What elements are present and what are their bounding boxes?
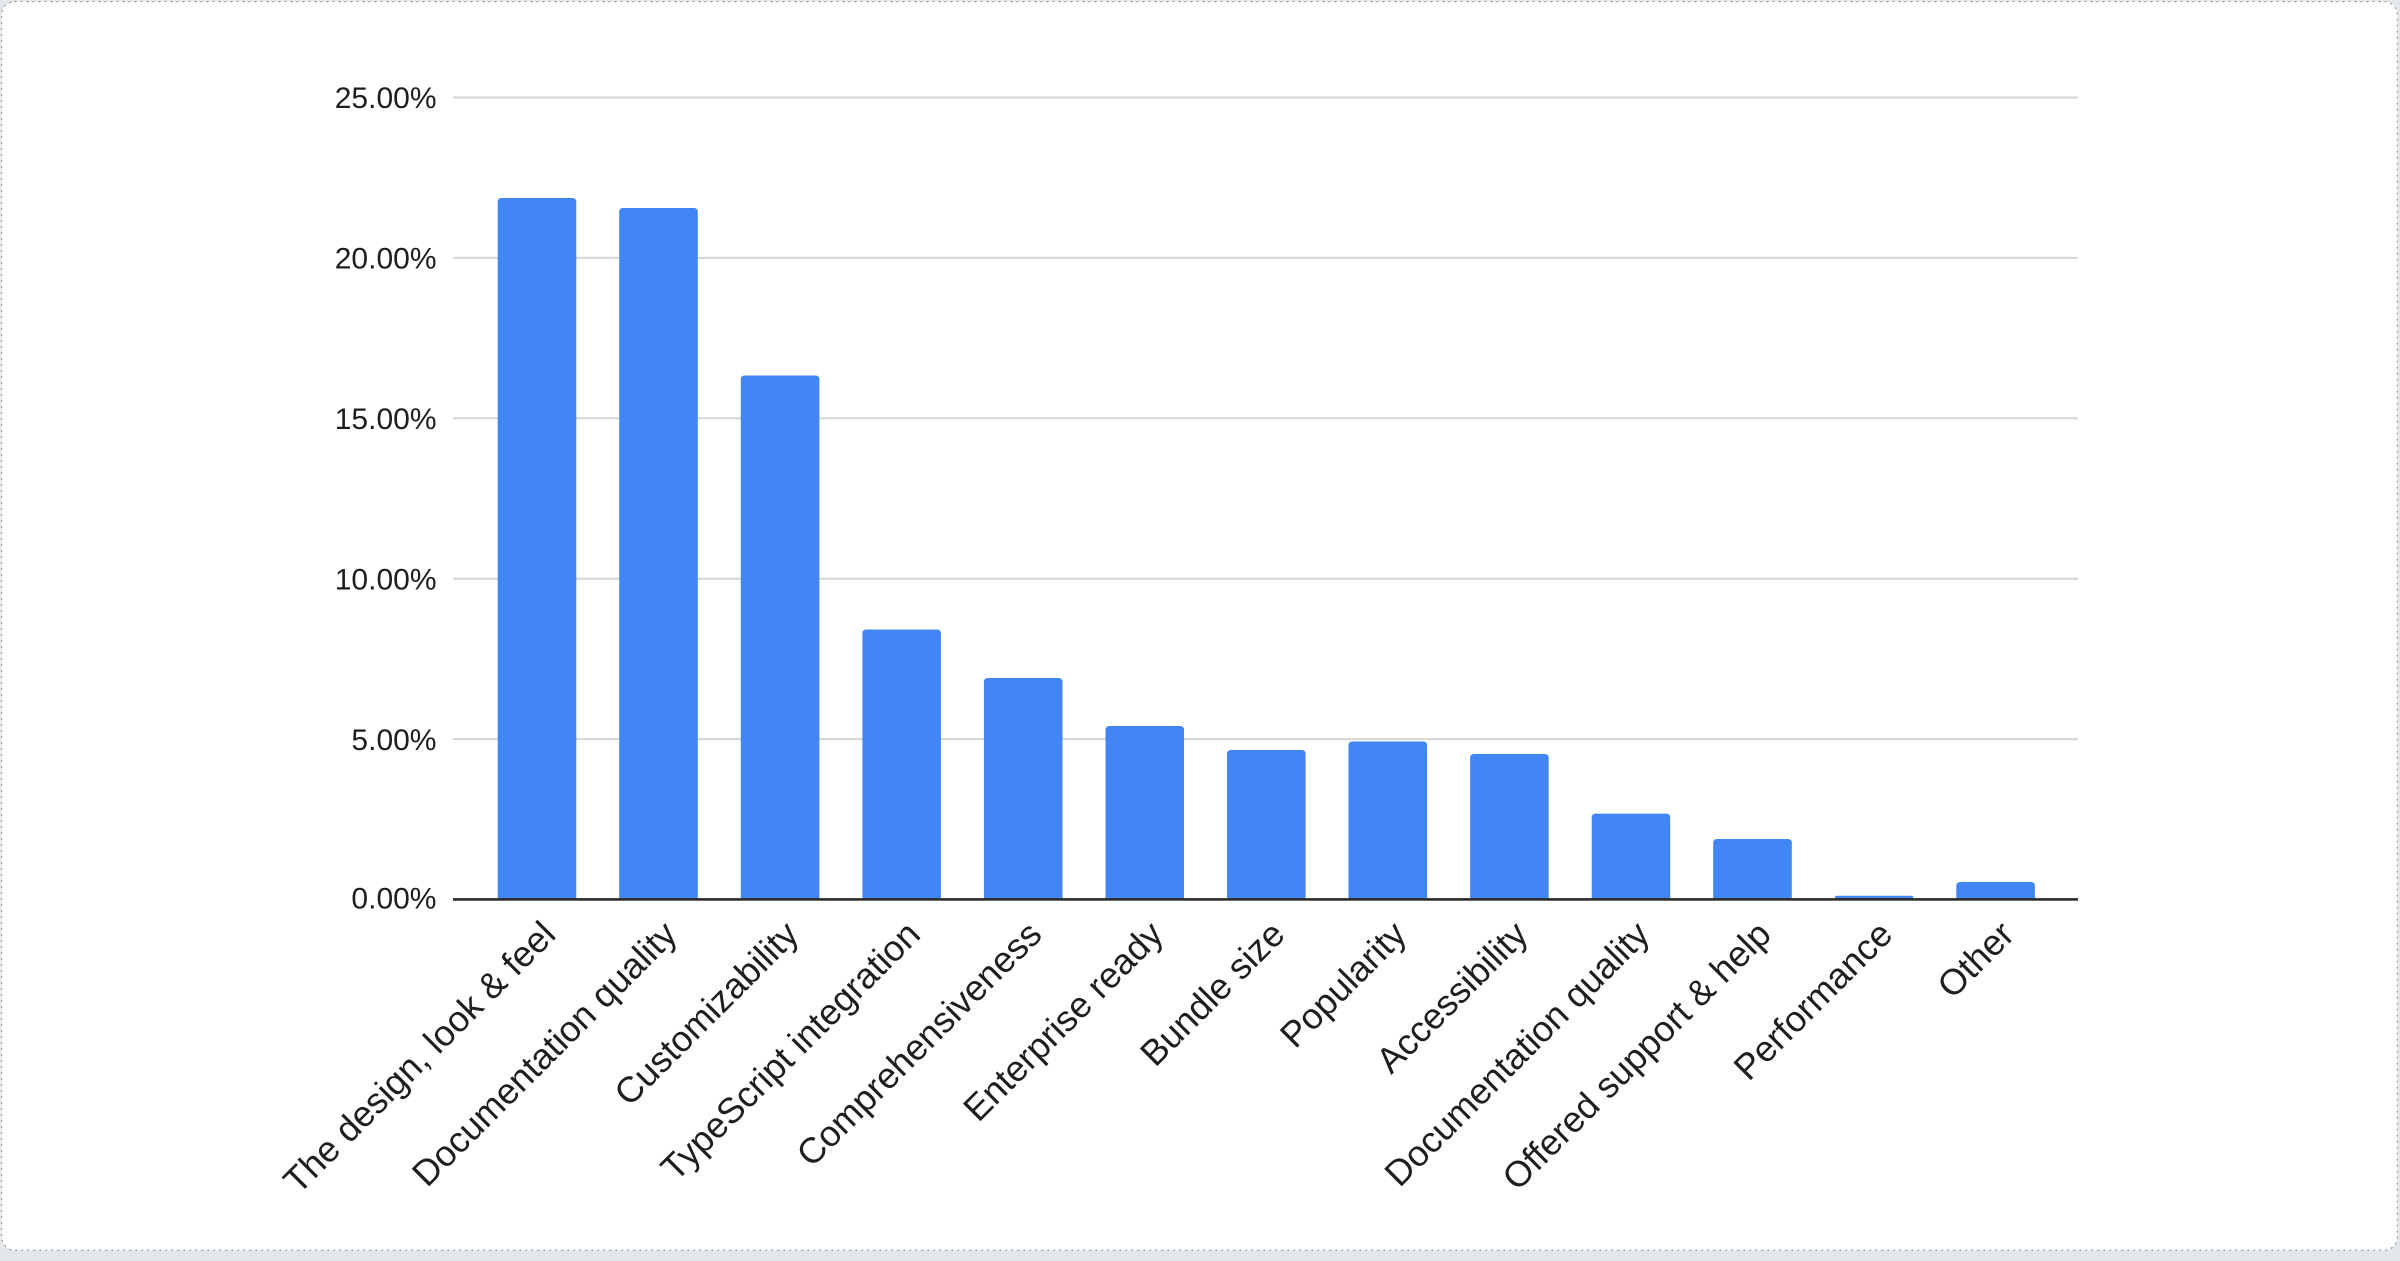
svg-text:5.00%: 5.00% xyxy=(351,724,436,757)
svg-text:0.00%: 0.00% xyxy=(351,883,436,916)
svg-text:25.00%: 25.00% xyxy=(335,82,437,115)
svg-text:20.00%: 20.00% xyxy=(335,243,437,276)
svg-text:10.00%: 10.00% xyxy=(335,563,437,596)
svg-text:15.00%: 15.00% xyxy=(335,403,437,436)
